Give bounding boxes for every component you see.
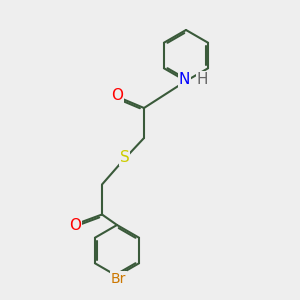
Text: Br: Br [111,272,126,286]
Text: O: O [69,218,81,232]
Text: H: H [197,72,208,87]
Text: N: N [179,72,190,87]
Text: O: O [111,88,123,104]
Text: S: S [120,150,129,165]
